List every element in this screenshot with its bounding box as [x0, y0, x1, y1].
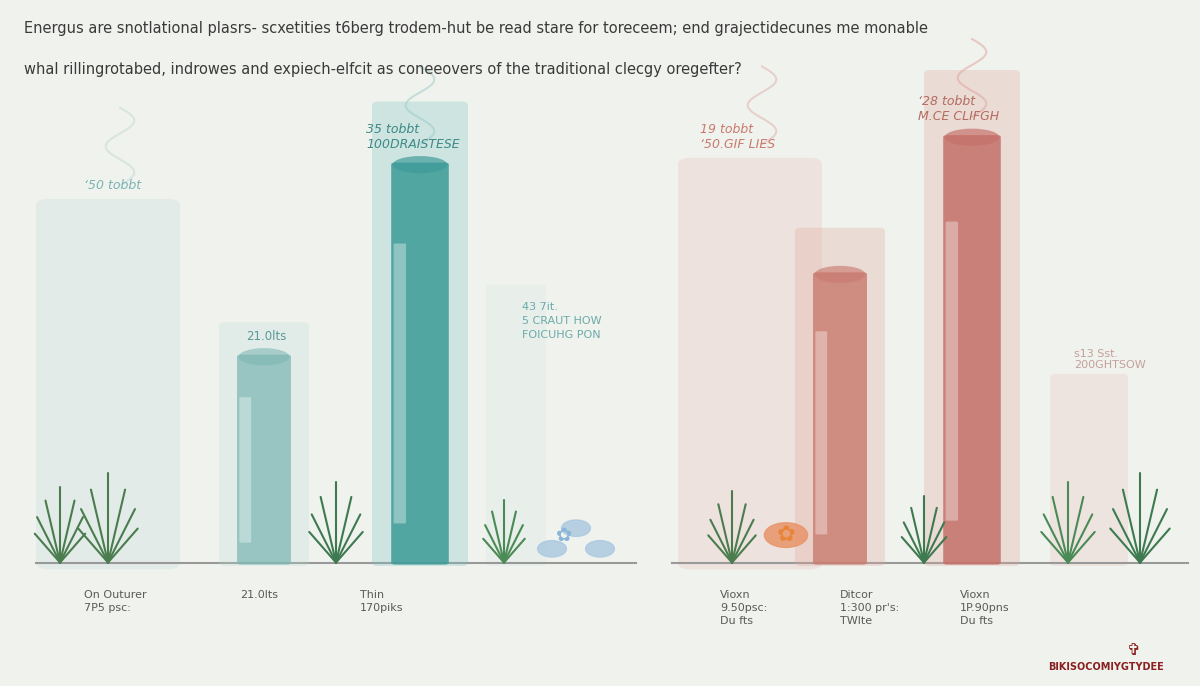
Ellipse shape [392, 156, 448, 174]
FancyBboxPatch shape [796, 228, 884, 566]
FancyBboxPatch shape [394, 244, 406, 523]
FancyBboxPatch shape [1050, 374, 1128, 566]
Text: 21.0lts: 21.0lts [246, 330, 287, 343]
FancyBboxPatch shape [814, 272, 866, 565]
Text: s13 Sst.
200GHTSOW: s13 Sst. 200GHTSOW [1074, 349, 1146, 370]
Text: BIKISOCOMIYGTYDEE: BIKISOCOMIYGTYDEE [1049, 662, 1164, 672]
Circle shape [764, 523, 808, 547]
Text: ✿: ✿ [776, 525, 796, 545]
Ellipse shape [815, 266, 865, 283]
FancyBboxPatch shape [486, 285, 546, 566]
Text: Vioxn
1P.90pns
Du fts: Vioxn 1P.90pns Du fts [960, 590, 1009, 626]
FancyBboxPatch shape [238, 355, 292, 565]
Text: Ditcor
1:300 pr's:
TWlte: Ditcor 1:300 pr's: TWlte [840, 590, 899, 626]
Ellipse shape [944, 128, 1000, 146]
FancyBboxPatch shape [372, 102, 468, 566]
FancyBboxPatch shape [943, 135, 1001, 565]
Circle shape [562, 520, 590, 536]
FancyBboxPatch shape [946, 222, 958, 521]
Ellipse shape [239, 348, 289, 365]
Text: 21.0lts: 21.0lts [240, 590, 278, 600]
FancyBboxPatch shape [816, 331, 827, 534]
FancyBboxPatch shape [924, 70, 1020, 566]
Text: whal rillingrotabed, indrowes and expiech-elfcit as coneeovers of the traditiona: whal rillingrotabed, indrowes and expiec… [24, 62, 742, 77]
Text: ✞: ✞ [1127, 641, 1141, 659]
FancyBboxPatch shape [678, 158, 822, 569]
Text: ✿: ✿ [556, 525, 572, 545]
Text: 43 7it.
5 CRAUT HOW
FOICUHG PON: 43 7it. 5 CRAUT HOW FOICUHG PON [522, 302, 601, 340]
Text: 19 tobbt
‘50.GIF LIES: 19 tobbt ‘50.GIF LIES [700, 123, 775, 151]
Text: 35 tobbt
100DRAISTESE: 35 tobbt 100DRAISTESE [366, 123, 460, 151]
FancyBboxPatch shape [36, 199, 180, 569]
Text: Energus are snotlational plasrs- scxetities t6berg trodem-hut be read stare for : Energus are snotlational plasrs- scxetit… [24, 21, 928, 36]
Circle shape [538, 541, 566, 557]
FancyBboxPatch shape [391, 163, 449, 565]
Text: Vioxn
9.50psc:
Du fts: Vioxn 9.50psc: Du fts [720, 590, 767, 626]
FancyBboxPatch shape [240, 397, 251, 543]
FancyBboxPatch shape [220, 322, 310, 566]
Circle shape [586, 541, 614, 557]
Text: ‘28 tobbt
M.CE CLIFGH: ‘28 tobbt M.CE CLIFGH [918, 95, 1000, 123]
Text: On Outurer
7P5 psc:: On Outurer 7P5 psc: [84, 590, 146, 613]
Text: ‘50 tobbt: ‘50 tobbt [84, 179, 142, 192]
Text: Thin
170piks: Thin 170piks [360, 590, 403, 613]
